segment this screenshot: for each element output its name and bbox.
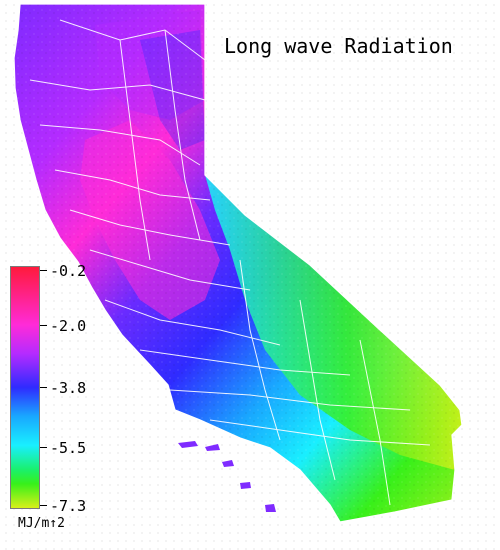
state-border xyxy=(13,3,463,523)
legend-label-2: -2.0 xyxy=(50,317,87,335)
county-lines xyxy=(29,19,431,506)
legend-color-bar xyxy=(10,266,40,509)
legend-label-5: -7.3 xyxy=(50,497,87,515)
island-5 xyxy=(265,504,276,512)
legend-label-1: -0.2 xyxy=(50,262,87,280)
legend-tick-5 xyxy=(40,505,47,506)
island-2 xyxy=(205,444,220,451)
legend-tick-1 xyxy=(40,270,47,271)
legend-tick-2 xyxy=(40,325,47,326)
legend-label-3: -3.8 xyxy=(50,379,87,397)
island-4 xyxy=(240,482,251,489)
island-3 xyxy=(222,460,234,467)
legend-unit: MJ/m↑2 xyxy=(18,516,65,531)
legend-tick-4 xyxy=(40,447,47,448)
map-title: Long wave Radiation xyxy=(224,34,453,58)
legend-label-4: -5.5 xyxy=(50,439,87,457)
island-1 xyxy=(178,441,198,448)
legend-tick-3 xyxy=(40,387,47,388)
